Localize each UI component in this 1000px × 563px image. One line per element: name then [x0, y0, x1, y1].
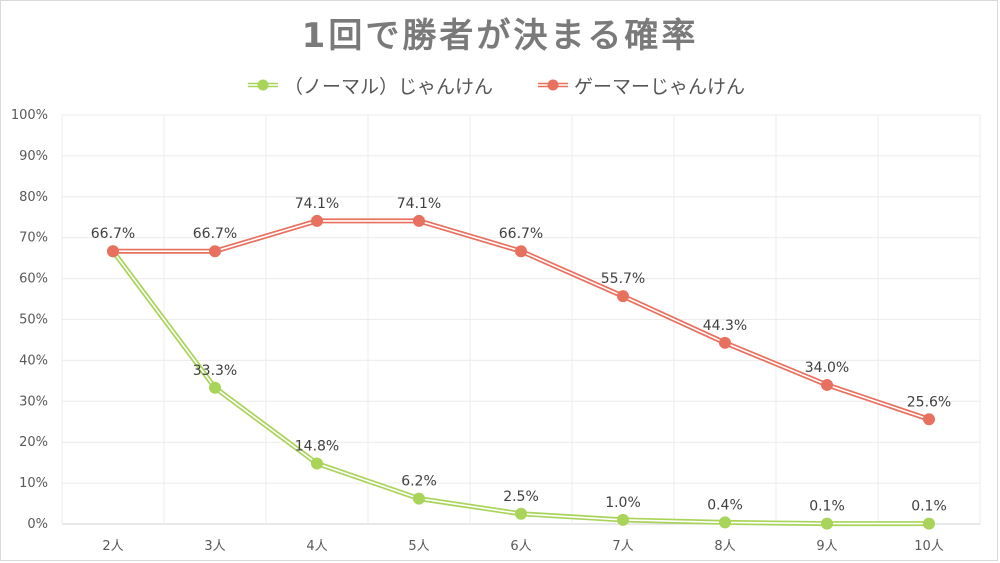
data-point: [617, 290, 629, 303]
legend: （ノーマル）じゃんけん ゲーマーじゃんけん: [0, 70, 1000, 100]
data-point: [719, 336, 731, 349]
legend-label-gamer: ゲーマーじゃんけん: [574, 75, 746, 98]
data-label: 66.7%: [193, 226, 237, 242]
data-label: 1.0%: [605, 495, 641, 511]
data-label: 34.0%: [805, 360, 849, 376]
data-point: [107, 245, 119, 258]
data-label: 0.1%: [809, 499, 845, 515]
y-tick-label: 90%: [19, 149, 48, 164]
data-label: 66.7%: [499, 226, 543, 242]
data-point: [311, 457, 323, 470]
data-point: [209, 381, 221, 394]
data-point: [821, 517, 833, 530]
x-tick-label: 7人: [612, 539, 633, 554]
data-label: 14.8%: [295, 438, 339, 454]
data-label: 55.7%: [601, 271, 645, 287]
y-tick-label: 60%: [19, 272, 48, 287]
data-point: [413, 492, 425, 505]
y-tick-label: 20%: [19, 435, 48, 450]
x-tick-label: 6人: [510, 539, 531, 554]
data-label: 74.1%: [397, 196, 441, 212]
data-label: 25.6%: [907, 394, 951, 410]
x-tick-label: 2人: [102, 539, 123, 554]
data-label: 0.1%: [911, 499, 947, 515]
data-point: [413, 214, 425, 227]
x-tick-label: 9人: [816, 539, 837, 554]
legend-label-normal: （ノーマル）じゃんけん: [284, 75, 494, 98]
x-tick-label: 8人: [714, 539, 735, 554]
y-tick-label: 30%: [19, 394, 48, 409]
y-tick-label: 50%: [19, 313, 48, 328]
data-label: 6.2%: [401, 474, 437, 490]
y-tick-label: 10%: [19, 476, 48, 491]
data-label: 66.7%: [91, 226, 135, 242]
legend-item-gamer: ゲーマーじゃんけん: [538, 70, 745, 100]
data-label: 74.1%: [295, 196, 339, 212]
chart-title: 1回で勝者が決まる確率: [301, 16, 699, 56]
x-tick-label: 5人: [408, 539, 429, 554]
data-point: [719, 516, 731, 529]
legend-item-normal: （ノーマル）じゃんけん: [248, 70, 493, 100]
legend-marker-normal: [248, 79, 278, 91]
data-point: [515, 245, 527, 258]
y-tick-label: 0%: [27, 517, 48, 532]
data-label: 2.5%: [503, 489, 539, 505]
data-point: [923, 517, 935, 530]
data-point: [209, 245, 221, 258]
legend-marker-gamer: [538, 79, 568, 91]
y-tick-label: 70%: [19, 231, 48, 246]
y-tick-label: 40%: [19, 353, 48, 368]
x-tick-label: 4人: [306, 539, 327, 554]
y-tick-label: 80%: [19, 190, 48, 205]
y-tick-label: 100%: [11, 108, 48, 123]
data-point: [515, 507, 527, 520]
data-label: 0.4%: [707, 497, 743, 513]
data-point: [821, 378, 833, 391]
data-point: [923, 413, 935, 426]
data-label: 44.3%: [703, 318, 747, 334]
x-tick-label: 10人: [914, 539, 944, 554]
x-tick-label: 3人: [204, 539, 225, 554]
data-label: 33.3%: [193, 363, 237, 379]
data-point: [311, 214, 323, 227]
data-point: [617, 513, 629, 526]
